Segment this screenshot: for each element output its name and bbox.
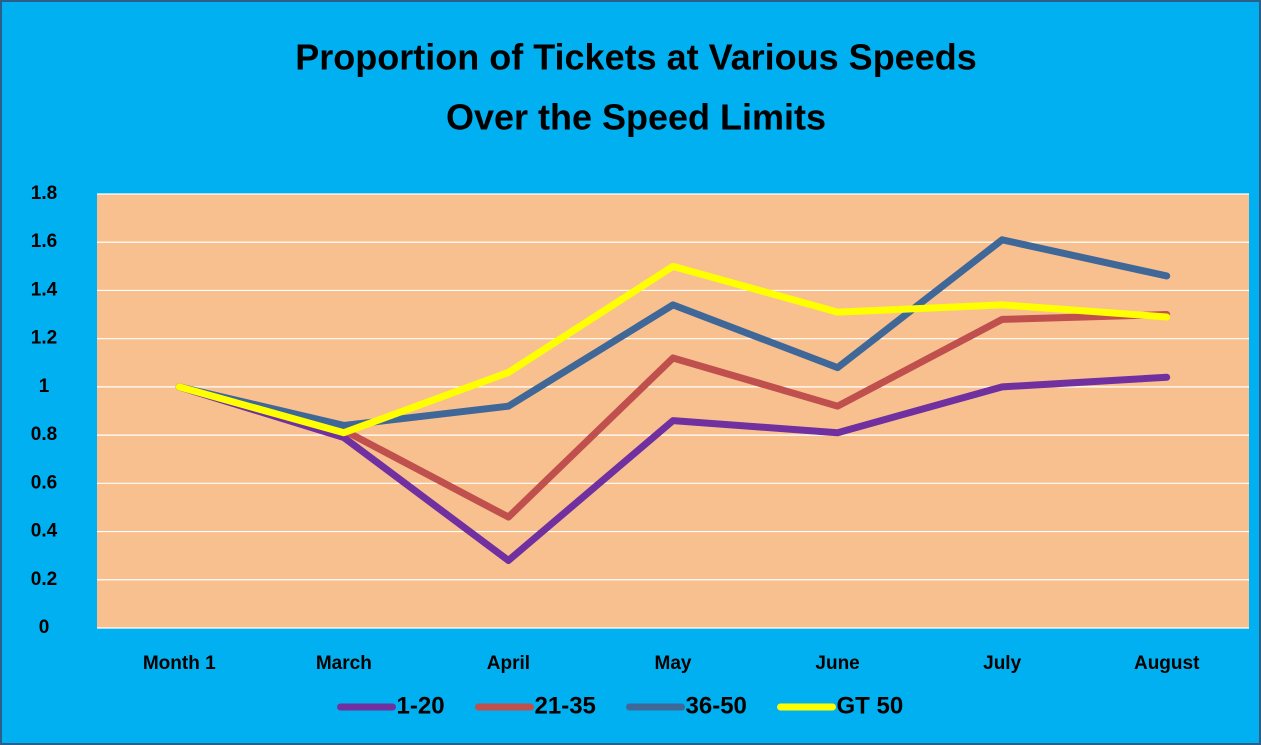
x-tick-label: May (655, 653, 692, 674)
x-tick-label: June (815, 653, 859, 674)
y-tick-label: 0 (39, 617, 50, 638)
legend-label: GT 50 (837, 692, 904, 719)
x-tick-label: April (487, 653, 530, 674)
x-tick-label: Month 1 (143, 653, 216, 674)
y-tick-label: 0.8 (31, 424, 57, 445)
legend-label: 1-20 (397, 692, 445, 719)
y-tick-label: 1 (39, 376, 50, 397)
y-tick-label: 0.6 (31, 472, 57, 493)
x-tick-label: July (983, 653, 1021, 674)
legend-label: 21-35 (535, 692, 596, 719)
chart-title: Over the Speed Limits (446, 97, 826, 138)
series-line (175, 373, 1171, 564)
y-tick-label: 1.2 (31, 328, 57, 349)
series-line (175, 262, 1171, 437)
series-line (175, 236, 1171, 429)
y-tick-label: 1.8 (31, 183, 57, 204)
y-tick-label: 1.4 (31, 279, 58, 300)
x-tick-label: March (316, 653, 372, 674)
x-tick-label: August (1134, 653, 1200, 674)
y-tick-label: 0.2 (31, 569, 57, 590)
y-tick-label: 1.6 (31, 231, 57, 252)
y-tick-label: 0.4 (31, 521, 58, 542)
chart-title: Proportion of Tickets at Various Speeds (295, 37, 977, 78)
legend-label: 36-50 (686, 692, 747, 719)
